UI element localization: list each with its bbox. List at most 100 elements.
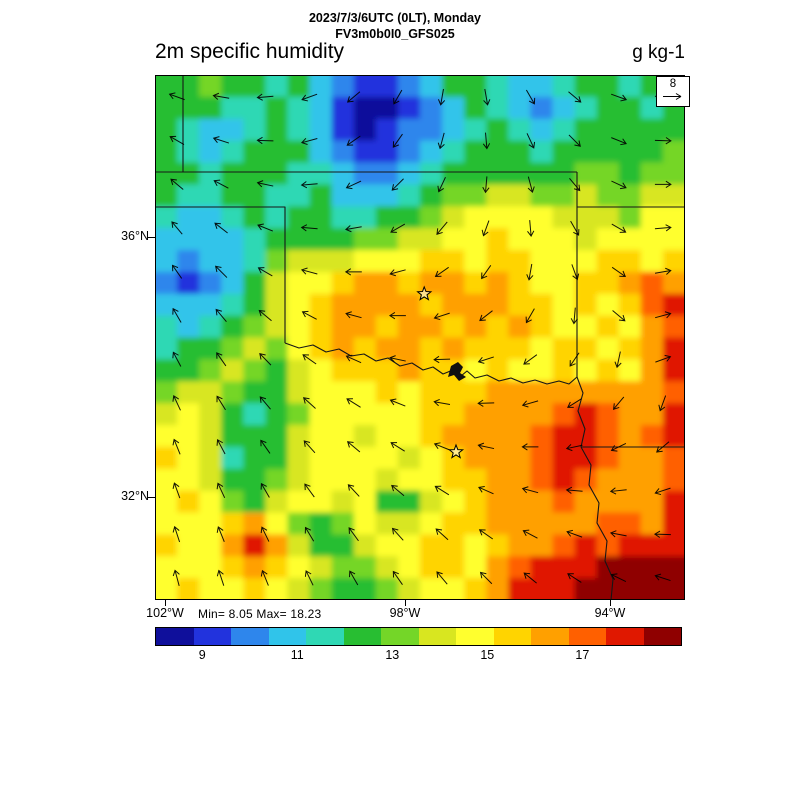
wind-arrow <box>303 440 316 454</box>
lat-axis-tick <box>148 497 155 498</box>
wind-arrow <box>390 442 405 452</box>
wind-arrow <box>565 444 583 452</box>
wind-arrow <box>654 487 671 496</box>
colorbar-swatch <box>268 628 306 645</box>
wind-arrow <box>521 400 539 408</box>
wind-arrow <box>345 180 362 190</box>
colorbar <box>155 627 682 646</box>
wind-arrow <box>527 220 535 237</box>
wind-arrow <box>300 137 318 145</box>
wind-arrow <box>527 176 535 194</box>
wind-arrow <box>389 269 406 277</box>
wind-arrow <box>611 93 628 102</box>
wind-arrow <box>434 266 449 278</box>
wind-arrow <box>611 266 627 278</box>
wind-arrow <box>213 179 229 189</box>
wind-arrow <box>348 527 359 542</box>
wind-arrow <box>482 132 491 150</box>
wind-arrow <box>479 571 493 585</box>
wind-arrow <box>169 135 185 146</box>
wind-arrow <box>654 267 672 275</box>
wind-arrow <box>437 176 446 193</box>
wind-vectors-layer <box>168 88 672 586</box>
wind-arrow <box>437 88 446 106</box>
reference-vector-box: 8 <box>656 76 690 107</box>
wind-arrow <box>567 398 582 408</box>
wind-arrow <box>346 398 361 408</box>
wind-arrow <box>479 310 493 322</box>
wind-arrow <box>212 92 230 100</box>
map-frame <box>155 75 685 600</box>
colorbar-swatch <box>418 628 456 645</box>
wind-arrow <box>436 571 448 585</box>
wind-arrow <box>257 267 273 277</box>
wind-arrow <box>571 264 580 281</box>
wind-arrow <box>216 569 225 586</box>
wind-arrow <box>525 308 535 324</box>
plot-title: 2m specific humidity <box>155 40 345 63</box>
wind-arrow <box>525 89 536 105</box>
wind-arrow <box>259 396 271 410</box>
colorbar-tick-label: 11 <box>290 648 304 662</box>
wind-arrow <box>570 307 578 325</box>
colorbar-swatches <box>156 628 681 645</box>
wind-arrow <box>477 442 495 450</box>
wind-arrow <box>654 137 672 145</box>
wind-arrow <box>346 91 361 103</box>
wind-arrow <box>349 570 359 586</box>
title-bar: 2m specific humidity g kg-1 <box>155 40 685 64</box>
wind-arrow <box>172 307 182 323</box>
wind-arrow <box>567 573 582 583</box>
wind-arrow <box>216 395 226 411</box>
wind-arrow <box>216 482 226 499</box>
lon-axis-label: 94°W <box>594 606 626 620</box>
wind-arrow <box>216 439 226 455</box>
wind-arrow <box>477 356 494 364</box>
wind-arrow <box>216 352 227 367</box>
lon-axis-tick <box>165 600 166 606</box>
humidity-map <box>155 75 685 600</box>
wind-arrow <box>612 310 626 322</box>
state-borders <box>155 75 685 600</box>
colorbar-swatch <box>231 628 269 645</box>
colorbar-tick-labels: 9 11 13 15 17 <box>155 648 680 664</box>
wind-arrow <box>216 526 225 543</box>
wind-arrow <box>214 265 228 278</box>
colorbar-swatch <box>193 628 231 645</box>
wind-arrow <box>260 569 269 586</box>
wind-arrow <box>569 352 580 367</box>
lon-axis-label: 98°W <box>389 606 421 620</box>
wind-arrow <box>302 397 316 409</box>
wind-arrow <box>523 572 537 584</box>
datetime-label: 2023/7/3/6UTC (0LT), Monday <box>308 11 482 25</box>
wind-arrow <box>260 526 270 542</box>
wind-arrow <box>437 132 445 150</box>
wind-arrow <box>304 526 315 542</box>
wind-arrow <box>172 482 181 499</box>
wind-arrow <box>302 354 317 365</box>
wind-arrow <box>345 354 362 364</box>
wind-arrow <box>393 89 403 105</box>
colorbar-tick-label: 9 <box>198 648 206 662</box>
wind-arrow <box>522 529 538 539</box>
wind-arrow <box>346 135 361 146</box>
wind-arrow <box>346 441 361 453</box>
wind-arrow <box>257 223 274 232</box>
wind-arrow <box>433 442 450 451</box>
wind-arrow <box>656 441 670 453</box>
wind-arrow <box>391 484 405 497</box>
wind-arrow <box>300 224 318 232</box>
wind-arrow <box>483 88 491 106</box>
colorbar-tick-label: 17 <box>575 648 590 662</box>
lat-axis-label: 32°N <box>121 489 149 503</box>
wind-arrow <box>481 265 492 280</box>
wind-arrow <box>568 134 581 147</box>
wind-arrow <box>611 180 627 190</box>
colorbar-swatch <box>456 628 494 645</box>
wind-arrow <box>391 527 404 541</box>
wind-arrow <box>347 484 360 497</box>
wind-arrow <box>390 223 406 233</box>
wind-arrow <box>433 398 451 407</box>
wind-arrow <box>478 485 494 495</box>
wind-arrow <box>654 573 671 582</box>
